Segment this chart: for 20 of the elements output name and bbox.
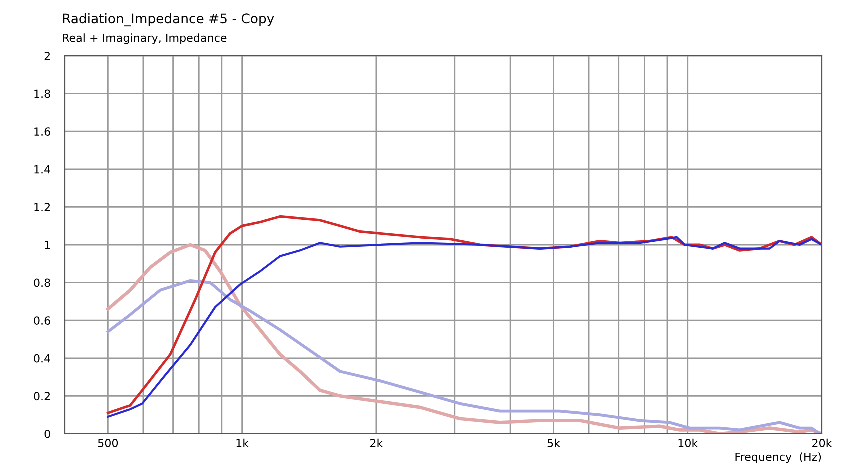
chart-title: Radiation_Impedance #5 - Copy [63, 13, 274, 27]
y-tick-label: 0.8 [34, 278, 50, 288]
y-tick-label: 0.2 [34, 392, 50, 401]
y-tick-label: 0 [44, 430, 50, 438]
y-tick-label: 2 [44, 52, 50, 60]
y-tick-label: 0.4 [34, 354, 50, 363]
x-tick-label: 5k [548, 438, 560, 448]
x-tick-label: 20k [812, 438, 832, 448]
chart-subtitle: Real + Imaginary, Impedance [63, 34, 227, 44]
y-tick-label: 1.4 [34, 166, 50, 174]
x-tick-label: 500 [98, 439, 118, 448]
y-tick-label: 0.6 [34, 316, 50, 325]
x-tick-label: 2k [370, 438, 384, 448]
x-axis-title: Frequency (Hz) [736, 452, 822, 464]
y-tick-label: 1.2 [34, 203, 50, 212]
y-tick-label: 1 [45, 241, 50, 250]
x-tick-label: 1k [236, 438, 250, 448]
y-tick-label: 1.8 [34, 90, 50, 98]
y-tick-label: 1.6 [34, 128, 50, 136]
x-tick-label: 10k [678, 438, 698, 448]
